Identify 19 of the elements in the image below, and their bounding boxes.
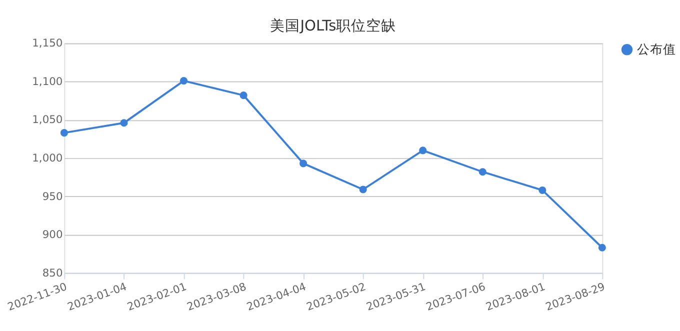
point — [240, 92, 248, 100]
point — [120, 119, 128, 127]
y-tick-label: 850 — [42, 266, 63, 280]
y-tick-label: 950 — [42, 190, 63, 203]
y-tick-label: 900 — [42, 228, 63, 242]
point — [419, 146, 427, 154]
legend-label: 公布值 — [637, 42, 676, 57]
point — [300, 160, 308, 168]
y-tick-label: 1,000 — [32, 151, 63, 164]
y-tick-label: 1,050 — [32, 113, 63, 126]
chart-title: 美国JOLTs职位空缺 — [270, 18, 396, 35]
point — [180, 77, 188, 85]
point — [478, 168, 486, 176]
point — [598, 244, 606, 252]
point — [359, 186, 367, 194]
point — [60, 129, 68, 137]
y-tick-label: 1,100 — [32, 74, 63, 88]
y-tick-label: 1,150 — [32, 36, 63, 50]
point — [538, 186, 546, 194]
